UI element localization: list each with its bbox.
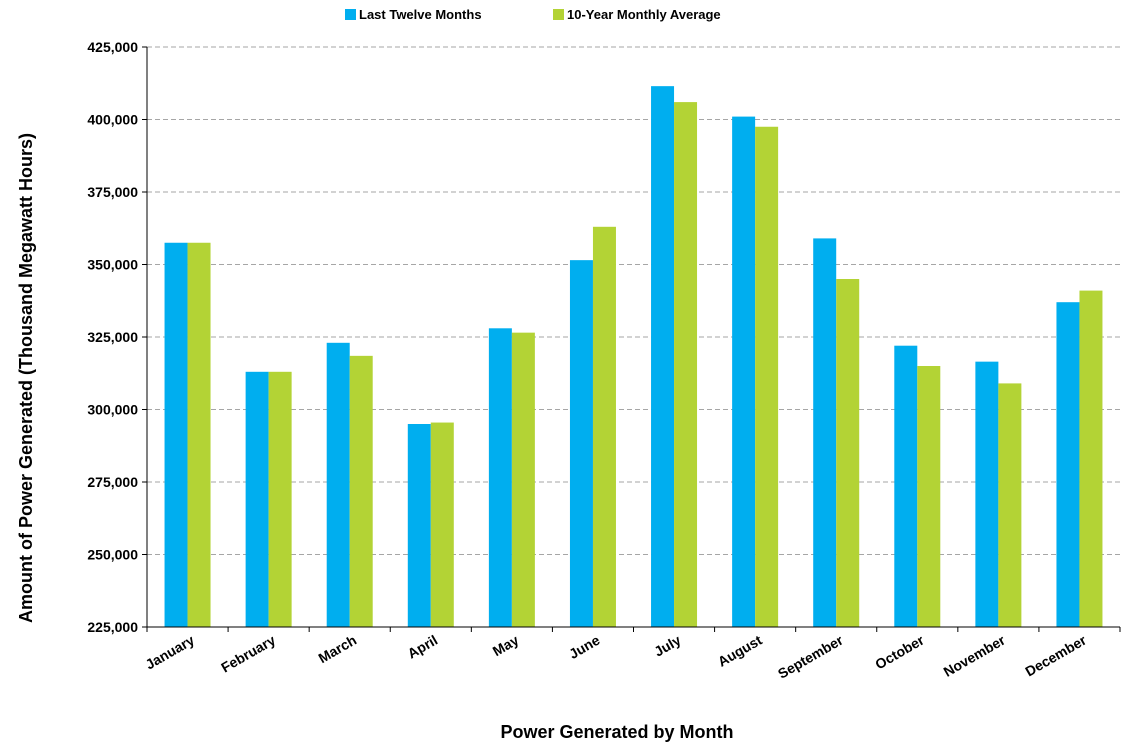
bar-ten-year-average bbox=[674, 102, 698, 628]
x-tick-label: April bbox=[405, 632, 441, 662]
y-tick-label: 350,000 bbox=[87, 257, 138, 273]
bar-last-twelve-months bbox=[975, 361, 999, 627]
bar-last-twelve-months bbox=[488, 328, 512, 627]
bar-ten-year-average bbox=[592, 226, 616, 628]
x-tick-label: July bbox=[651, 632, 683, 660]
legend-label: Last Twelve Months bbox=[359, 7, 482, 22]
bar-ten-year-average bbox=[755, 126, 779, 627]
bars bbox=[164, 86, 1103, 628]
bar-ten-year-average bbox=[998, 383, 1022, 627]
x-tick-label: February bbox=[218, 632, 278, 676]
bar-ten-year-average bbox=[187, 242, 211, 627]
gridlines bbox=[147, 46, 1120, 555]
bar-ten-year-average bbox=[1079, 290, 1103, 627]
bar-last-twelve-months bbox=[894, 345, 918, 627]
bar-ten-year-average bbox=[511, 332, 535, 627]
legend-swatch bbox=[553, 9, 564, 20]
legend-swatch bbox=[345, 9, 356, 20]
bar-last-twelve-months bbox=[1056, 302, 1080, 627]
bar-ten-year-average bbox=[268, 371, 292, 627]
bar-last-twelve-months bbox=[164, 242, 188, 627]
x-tick-label: October bbox=[872, 631, 927, 672]
x-axis-title: Power Generated by Month bbox=[500, 722, 733, 742]
y-tick-label: 400,000 bbox=[87, 112, 138, 128]
bar-last-twelve-months bbox=[407, 424, 431, 627]
x-tick-label: December bbox=[1022, 631, 1089, 679]
legend-item-ten-year-average: 10-Year Monthly Average bbox=[553, 7, 721, 22]
x-tick-label: September bbox=[775, 631, 846, 681]
bar-last-twelve-months bbox=[732, 116, 756, 627]
y-tick-label: 300,000 bbox=[87, 402, 138, 418]
x-tick-label: August bbox=[715, 632, 765, 670]
x-tick-label: January bbox=[143, 632, 198, 673]
x-tick-label: May bbox=[490, 632, 522, 660]
y-tick-label: 325,000 bbox=[87, 329, 138, 345]
bar-last-twelve-months bbox=[569, 260, 593, 627]
bar-ten-year-average bbox=[917, 366, 941, 627]
y-axis-ticks: 225,000 250,000 275,000 300,000 325,000 350,0… bbox=[87, 39, 147, 635]
y-tick-label: 250,000 bbox=[87, 547, 138, 563]
bar-ten-year-average bbox=[349, 355, 373, 627]
bar-last-twelve-months bbox=[326, 342, 350, 627]
y-tick-label: 275,000 bbox=[87, 474, 138, 490]
bar-last-twelve-months bbox=[651, 86, 675, 627]
bar-ten-year-average bbox=[836, 279, 860, 627]
legend-label: 10-Year Monthly Average bbox=[567, 7, 721, 22]
x-axis-ticks: January February March April May June July Augu… bbox=[143, 627, 1121, 682]
bar-last-twelve-months bbox=[245, 371, 269, 627]
legend: Last Twelve Months 10-Year Monthly Averag… bbox=[345, 7, 721, 22]
x-tick-label: June bbox=[566, 632, 602, 662]
bar-last-twelve-months bbox=[813, 238, 837, 627]
y-tick-label: 375,000 bbox=[87, 184, 138, 200]
y-tick-label: 425,000 bbox=[87, 39, 138, 55]
x-tick-label: November bbox=[941, 631, 1009, 679]
y-tick-label: 225,000 bbox=[87, 619, 138, 635]
bar-ten-year-average bbox=[430, 422, 454, 627]
legend-item-last-twelve-months: Last Twelve Months bbox=[345, 7, 482, 22]
y-axis-title: Amount of Power Generated (Thousand Mega… bbox=[16, 133, 36, 623]
x-tick-label: March bbox=[315, 632, 359, 666]
